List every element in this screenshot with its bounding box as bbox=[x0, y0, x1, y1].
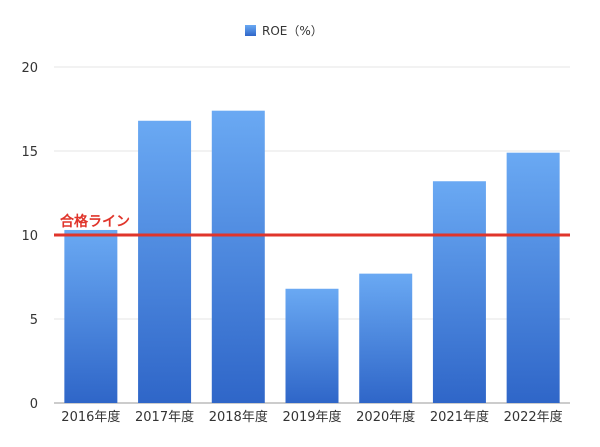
y-tick-label: 5 bbox=[30, 313, 38, 328]
legend-swatch bbox=[245, 25, 256, 36]
y-tick-label: 0 bbox=[30, 397, 38, 412]
x-tick-label: 2016年度 bbox=[61, 409, 120, 425]
bar bbox=[211, 110, 265, 404]
x-axis-ticks: 2016年度 2017年度 2018年度 2019年度 2020年度 2021年度 2022… bbox=[61, 409, 562, 425]
y-tick-label: 10 bbox=[21, 229, 38, 244]
bar bbox=[64, 229, 118, 403]
x-tick-label: 2017年度 bbox=[135, 409, 194, 425]
bar bbox=[359, 273, 413, 403]
bar bbox=[138, 120, 192, 403]
legend-label: ROE（%） bbox=[262, 24, 323, 38]
x-tick-label: 2019年度 bbox=[282, 409, 341, 425]
y-tick-label: 20 bbox=[21, 61, 38, 76]
x-tick-label: 2021年度 bbox=[430, 409, 489, 425]
reference-line-group: 合格ライン bbox=[54, 213, 570, 237]
x-tick-label: 2022年度 bbox=[504, 409, 563, 425]
y-tick-label: 15 bbox=[21, 145, 38, 160]
legend: ROE（%） bbox=[245, 24, 323, 38]
bar bbox=[285, 288, 339, 403]
reference-line-label: 合格ライン bbox=[60, 213, 130, 230]
bar bbox=[432, 181, 486, 403]
y-axis-ticks: 0 5 10 15 20 bbox=[21, 61, 38, 412]
bars bbox=[64, 110, 560, 404]
bar bbox=[506, 152, 560, 403]
x-tick-label: 2018年度 bbox=[209, 409, 268, 425]
x-tick-label: 2020年度 bbox=[356, 409, 415, 425]
